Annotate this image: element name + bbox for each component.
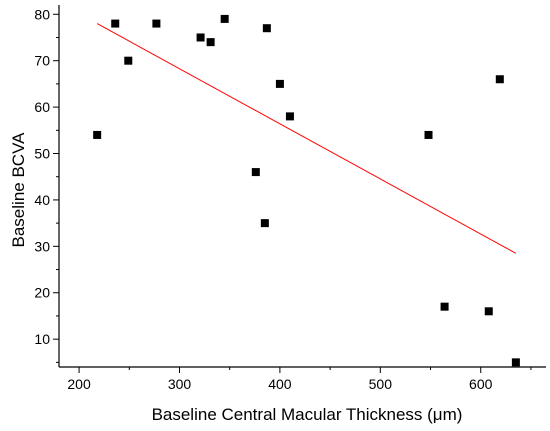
y-tick-label: 50 <box>34 146 50 162</box>
data-point <box>152 19 161 28</box>
y-tick-label: 80 <box>34 6 50 22</box>
y-tick-label: 60 <box>34 99 50 115</box>
y-tick-label: 30 <box>34 238 50 254</box>
data-point <box>495 75 504 84</box>
data-point <box>275 79 284 88</box>
data-point <box>111 19 120 28</box>
regression-line <box>96 23 517 254</box>
data-point <box>285 112 294 121</box>
y-axis-title: Baseline BCVA <box>9 132 28 248</box>
x-tick-label: 300 <box>168 376 192 392</box>
y-tick-label: 10 <box>34 331 50 347</box>
fit-line <box>96 23 517 254</box>
x-axis-title: Baseline Central Macular Thickness (μm) <box>152 405 463 424</box>
data-point <box>262 24 271 33</box>
data-point <box>124 56 133 65</box>
data-point <box>93 130 102 139</box>
data-point <box>440 302 449 311</box>
x-tick-label: 600 <box>469 376 493 392</box>
x-tick-label: 400 <box>268 376 292 392</box>
data-point <box>220 14 229 23</box>
plot-frame <box>58 5 546 368</box>
x-tick-label: 500 <box>369 376 393 392</box>
data-point <box>251 168 260 177</box>
data-point <box>196 33 205 42</box>
y-tick-label: 40 <box>34 192 50 208</box>
y-tick-label: 70 <box>34 53 50 69</box>
data-points <box>93 14 520 367</box>
data-point <box>511 358 520 367</box>
data-point <box>206 38 215 47</box>
axis-ticks: 200 300 400 500 600 10 20 30 40 50 60 70 80 <box>34 6 532 392</box>
data-point <box>424 130 433 139</box>
data-point <box>484 307 493 316</box>
data-point <box>260 219 269 228</box>
x-tick-label: 200 <box>67 376 91 392</box>
y-tick-label: 20 <box>34 285 50 301</box>
